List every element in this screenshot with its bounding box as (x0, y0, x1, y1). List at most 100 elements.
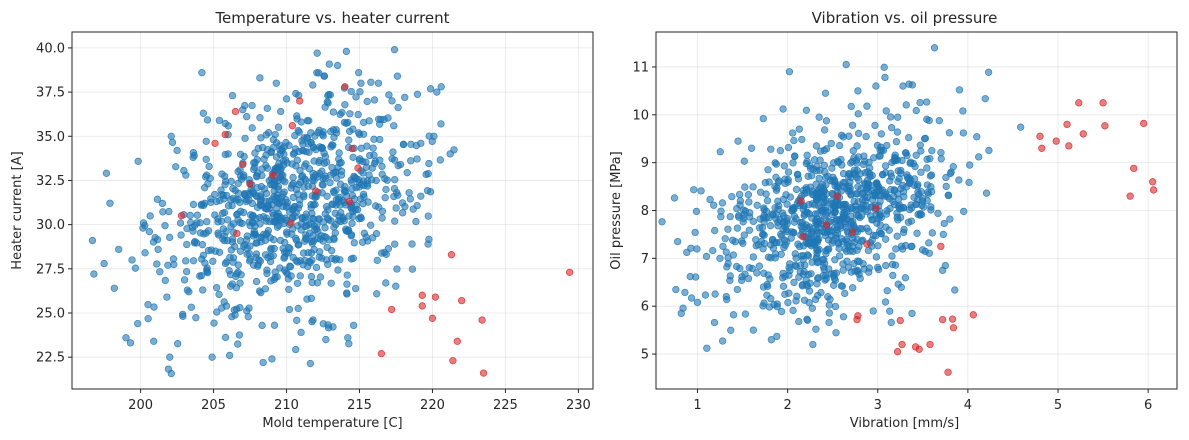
normal-point (866, 164, 874, 172)
normal-point (380, 248, 388, 257)
normal-point (225, 351, 234, 360)
normal-point (790, 278, 798, 287)
normal-point (897, 283, 905, 291)
normal-point (827, 232, 836, 240)
normal-point (366, 151, 374, 160)
normal-point (812, 167, 821, 175)
normal-point (323, 98, 331, 106)
normal-point (183, 224, 191, 233)
normal-point (318, 254, 326, 262)
normal-point (264, 128, 273, 137)
normal-point (182, 171, 190, 179)
anomaly-point (478, 316, 486, 324)
normal-point (154, 245, 162, 254)
normal-point (305, 117, 313, 125)
normal-point (335, 149, 343, 157)
normal-point (881, 162, 890, 170)
normal-point (810, 156, 819, 164)
normal-point (702, 252, 711, 261)
anomaly-point (893, 348, 902, 356)
normal-point (150, 337, 158, 345)
normal-point (792, 254, 800, 262)
normal-point (804, 172, 812, 180)
normal-point (224, 216, 232, 224)
normal-point (877, 130, 885, 138)
normal-point (204, 227, 213, 235)
normal-point (965, 178, 973, 187)
normal-point (882, 235, 890, 243)
normal-point (803, 151, 811, 159)
normal-point (982, 189, 991, 197)
normal-point (222, 302, 231, 310)
normal-point (176, 219, 185, 227)
normal-point (722, 248, 730, 256)
normal-point (944, 191, 953, 200)
normal-point (366, 221, 375, 229)
normal-point (235, 331, 244, 339)
anomaly-point (211, 139, 219, 147)
normal-point (910, 181, 918, 189)
normal-point (262, 151, 270, 159)
normal-point (245, 257, 254, 265)
normal-point (795, 242, 804, 251)
normal-point (292, 89, 300, 98)
normal-point (201, 259, 209, 267)
normal-point (679, 304, 687, 312)
normal-point (309, 316, 317, 324)
normal-point (673, 237, 682, 246)
y-tick-label: 9 (641, 156, 649, 171)
normal-point (204, 246, 213, 255)
normal-point (399, 140, 408, 149)
normal-point (718, 337, 727, 345)
normal-point (709, 246, 717, 255)
normal-point (817, 288, 825, 297)
normal-point (153, 260, 161, 268)
normal-point (347, 87, 355, 96)
normal-point (354, 110, 362, 119)
normal-point (724, 225, 732, 233)
y-tick-label: 40.0 (36, 41, 65, 56)
anomaly-point (377, 350, 386, 358)
normal-point (352, 93, 360, 101)
normal-point (319, 174, 327, 183)
normal-point (352, 201, 360, 210)
normal-point (128, 256, 136, 264)
normal-point (802, 221, 810, 229)
normal-point (727, 326, 735, 334)
normal-point (266, 234, 274, 242)
normal-point (749, 183, 757, 191)
normal-point (780, 218, 788, 226)
normal-point (832, 329, 840, 337)
normal-point (882, 107, 890, 115)
normal-point (302, 148, 310, 156)
normal-point (864, 180, 873, 188)
anomaly-point (233, 229, 241, 238)
normal-point (851, 206, 860, 214)
normal-point (893, 232, 901, 240)
normal-point (161, 276, 169, 285)
normal-point (229, 194, 237, 203)
normal-point (293, 316, 301, 324)
anomaly-point (1052, 137, 1060, 145)
normal-point (717, 207, 725, 215)
normal-point (927, 183, 935, 191)
normal-point (259, 213, 268, 221)
normal-point (747, 144, 756, 152)
normal-point (408, 265, 417, 273)
normal-point (167, 132, 175, 140)
normal-point (869, 216, 877, 224)
anomaly-point (1139, 119, 1148, 128)
normal-point (316, 235, 324, 243)
normal-point (220, 232, 228, 240)
normal-point (807, 270, 815, 278)
normal-point (878, 186, 886, 194)
normal-point (357, 180, 366, 189)
normal-point (755, 262, 763, 270)
normal-point (308, 239, 316, 247)
normal-point (201, 184, 209, 192)
anomaly-point (418, 302, 426, 310)
normal-point (234, 268, 242, 276)
normal-point (825, 318, 833, 327)
normal-point (740, 157, 748, 165)
normal-point (224, 122, 232, 130)
